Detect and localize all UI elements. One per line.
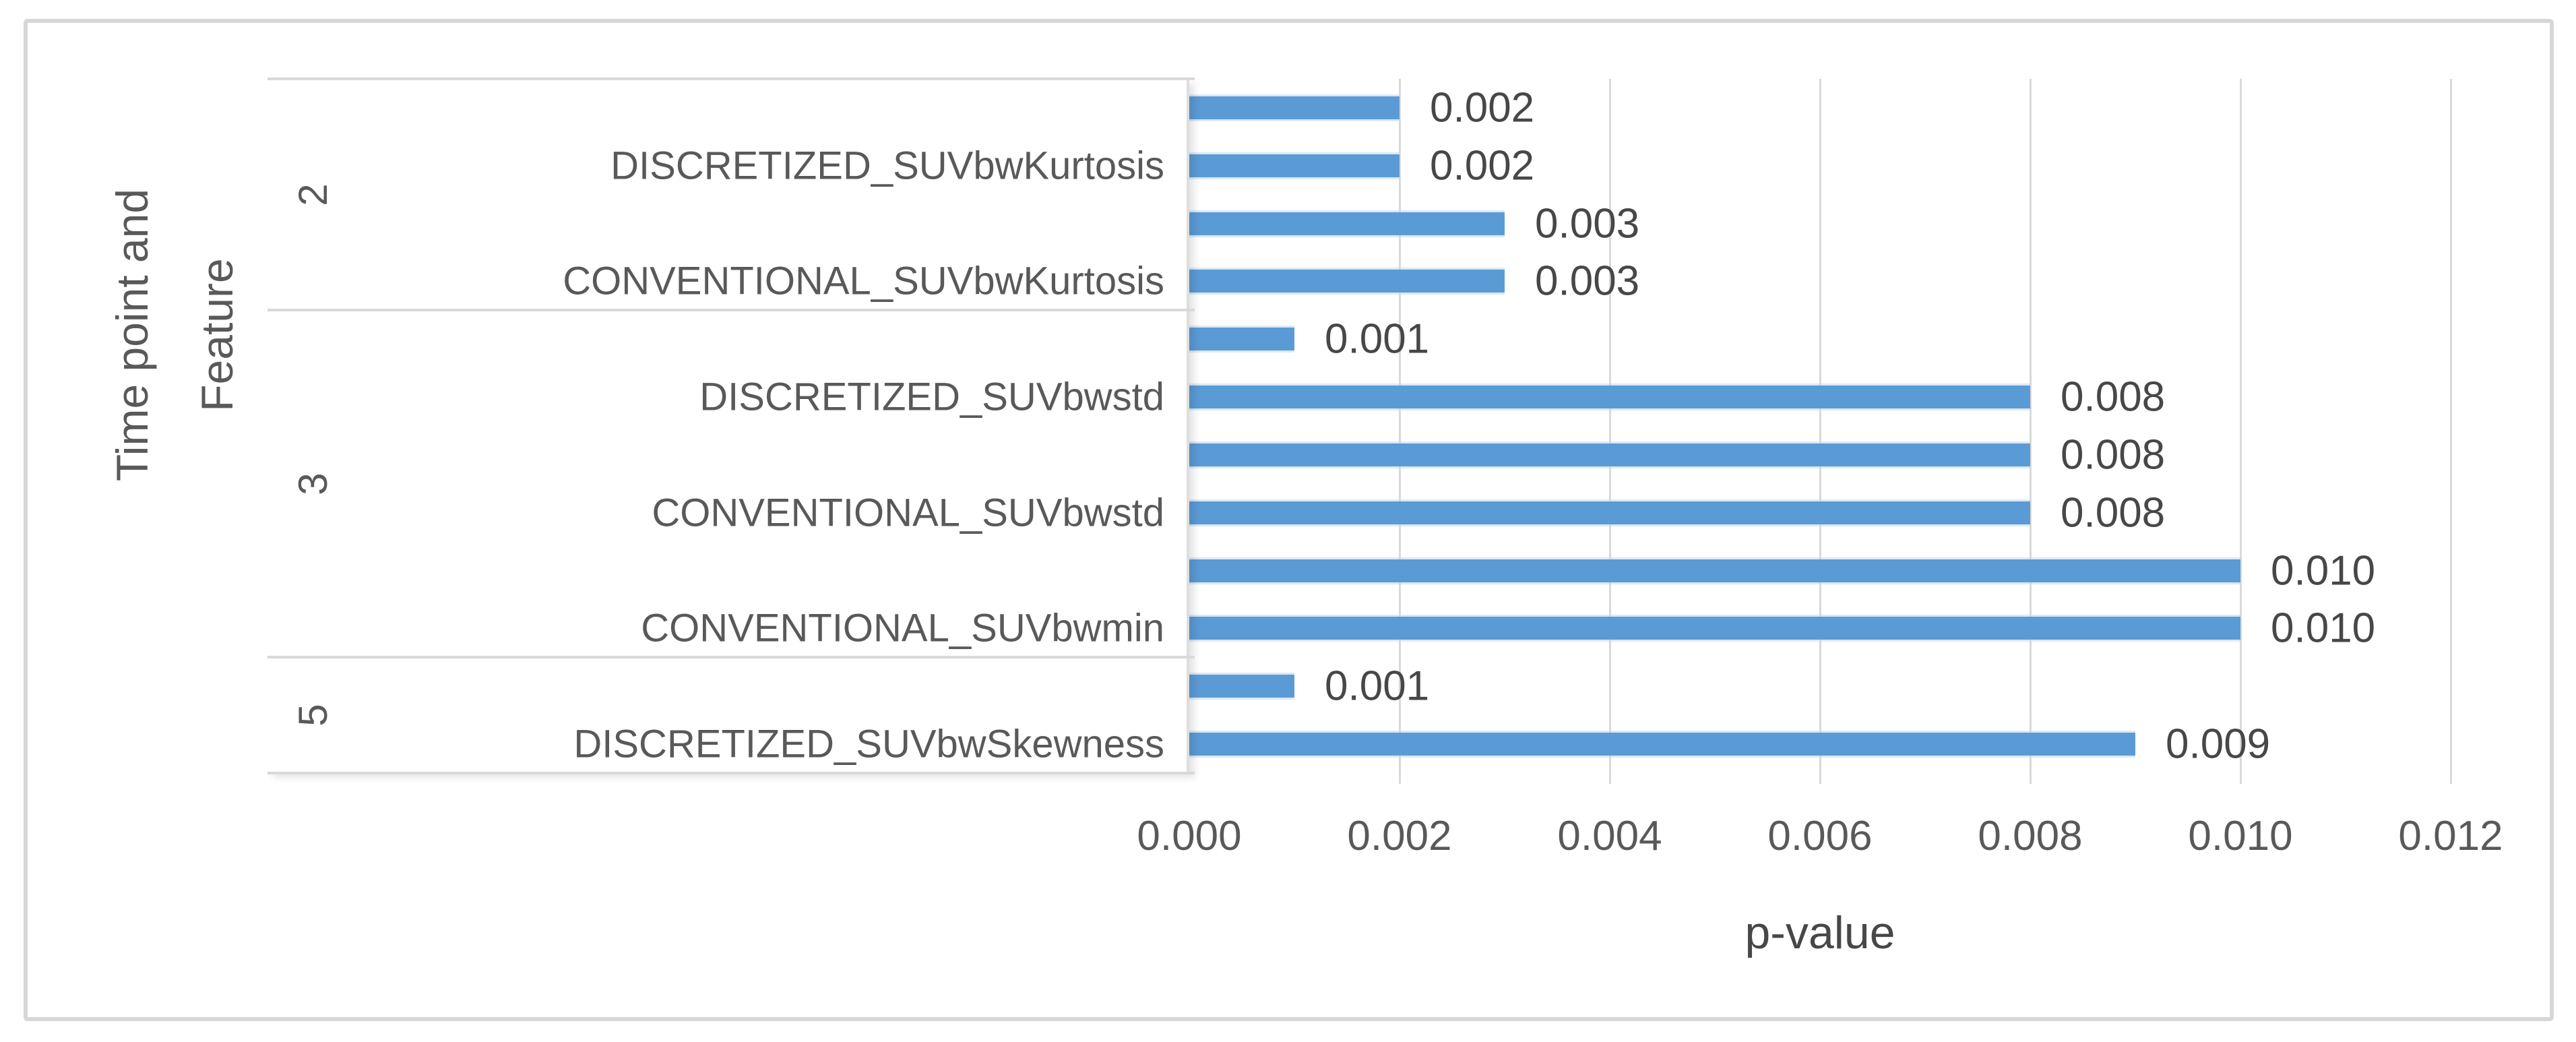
bar [1189, 386, 2030, 409]
x-tick-label: 0.012 [2398, 813, 2503, 859]
gridline [2450, 79, 2452, 784]
bar [1189, 559, 2240, 582]
bar-value-label: 0.008 [2061, 373, 2166, 421]
category-separator-line [268, 772, 1195, 774]
bar-value-label: 0.010 [2271, 605, 2376, 652]
gridline [1609, 79, 1611, 784]
gridline [2030, 79, 2032, 784]
bar [1189, 443, 2030, 466]
y-axis-title-line-1: Time point and [107, 188, 157, 482]
feature-label: DISCRETIZED_SUVbwKurtosis [610, 144, 1164, 188]
bar-value-label: 0.002 [1430, 142, 1535, 189]
bar [1189, 617, 2240, 640]
category-separator-line [268, 78, 1195, 80]
x-tick-label: 0.010 [2188, 813, 2293, 859]
x-tick-label: 0.000 [1137, 813, 1242, 859]
gridline [1399, 79, 1401, 784]
chart-border [24, 19, 2554, 1021]
time-point-label: 2 [290, 183, 336, 206]
x-tick-label: 0.002 [1347, 813, 1452, 859]
time-point-label: 3 [290, 472, 336, 495]
bar-value-label: 0.001 [1325, 315, 1430, 363]
bar-value-label: 0.008 [2061, 431, 2166, 479]
gridline [2240, 79, 2242, 784]
y-axis-title-line-2: Feature [192, 258, 242, 412]
bar [1189, 733, 2135, 756]
bar [1189, 154, 1400, 177]
time-point-label: 5 [290, 704, 336, 727]
bar-value-label: 0.008 [2061, 489, 2166, 537]
feature-label: DISCRETIZED_SUVbwstd [699, 375, 1164, 419]
bar [1189, 675, 1294, 698]
feature-label: CONVENTIONAL_SUVbwmin [641, 606, 1164, 650]
x-tick-label: 0.006 [1767, 813, 1873, 859]
bar-value-label: 0.010 [2271, 547, 2376, 594]
bar [1189, 96, 1400, 119]
category-separator-line [268, 309, 1195, 312]
bar [1189, 501, 2030, 524]
bar-value-label: 0.003 [1535, 257, 1640, 305]
bar [1189, 270, 1505, 293]
x-tick-label: 0.004 [1557, 813, 1662, 859]
bar-value-label: 0.009 [2166, 721, 2271, 768]
x-axis-title: p-value [1745, 907, 1895, 958]
gridline [1819, 79, 1821, 784]
bar-value-label: 0.003 [1535, 200, 1640, 247]
feature-label: CONVENTIONAL_SUVbwstd [652, 491, 1164, 535]
bar-value-label: 0.001 [1325, 663, 1430, 710]
feature-label: CONVENTIONAL_SUVbwKurtosis [563, 259, 1164, 303]
bar-value-label: 0.002 [1430, 84, 1535, 131]
x-tick-label: 0.008 [1978, 813, 2083, 859]
bar [1189, 328, 1294, 351]
category-separator-line [268, 656, 1195, 659]
y-axis-title: Time point and Feature [90, 32, 268, 638]
feature-label: DISCRETIZED_SUVbwSkewness [573, 722, 1164, 766]
bar [1189, 212, 1505, 235]
